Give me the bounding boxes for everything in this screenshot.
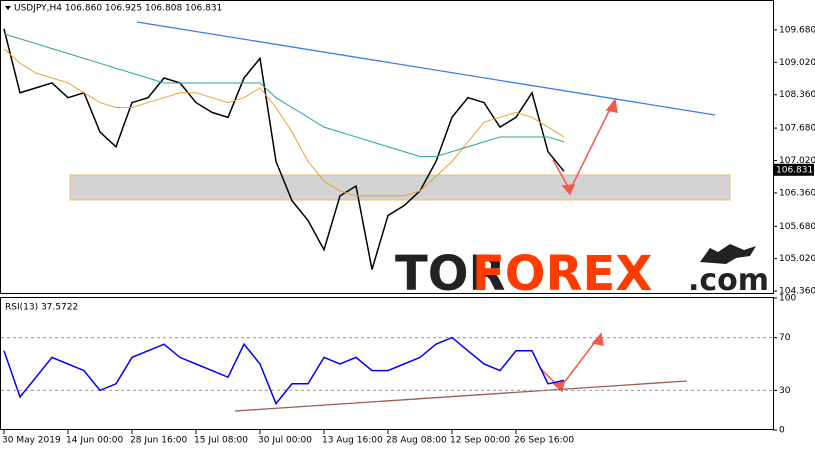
y-tick-label: 109.680 (779, 25, 815, 35)
last-price-box (774, 163, 814, 176)
y-tick-label: 0 (779, 426, 785, 436)
y-tick-label: 109.020 (779, 58, 815, 68)
x-tick-label: 15 Jul 08:00 (194, 436, 248, 446)
last-price-label: 106.831 (776, 165, 813, 175)
rsi-panel (0, 297, 774, 430)
series-line (3, 336, 565, 406)
forecast-arrows (539, 98, 618, 393)
x-tick-label: 30 May 2019 (2, 436, 61, 446)
chart-title: USDJPY,H4 106.860 106.925 106.808 106.83… (14, 4, 222, 14)
rsi-title: RSI(13) 37.5722 (5, 303, 78, 313)
y-tick-label: 105.680 (779, 222, 815, 232)
watermark: TOR FOREX .com (395, 244, 769, 302)
series-line (3, 48, 565, 197)
series-line (3, 33, 565, 158)
x-tick-label: 14 Jun 00:00 (66, 436, 123, 446)
y-tick-label: 107.020 (779, 156, 815, 166)
bull-icon (700, 244, 756, 264)
x-tick-label: 13 Aug 16:00 (322, 436, 383, 446)
menu-icon (5, 6, 11, 10)
y-tick-label: 70 (779, 333, 791, 343)
x-tick-label: 12 Sep 00:00 (450, 436, 510, 446)
y-tick-label: 108.360 (779, 90, 815, 100)
y-tick-label: 105.020 (779, 254, 815, 264)
trend-line (136, 21, 716, 116)
x-tick-label: 28 Jun 16:00 (130, 436, 187, 446)
y-tick-label: 30 (779, 386, 791, 396)
watermark-tor: TOR (395, 246, 506, 302)
series-line (3, 28, 565, 270)
y-tick-label: 100 (779, 294, 796, 304)
x-tick-label: 28 Aug 08:00 (386, 436, 447, 446)
rsi-trend-line (234, 380, 688, 412)
y-tick-label: 104.360 (779, 287, 815, 297)
y-tick-label: 107.680 (779, 124, 815, 134)
x-tick-label: 30 Jul 00:00 (258, 436, 312, 446)
x-tick-label: 26 Sep 16:00 (514, 436, 574, 446)
watermark-forex: FOREX (472, 246, 652, 302)
price-panel (0, 0, 774, 294)
y-tick-label: 106.360 (779, 188, 815, 198)
watermark-domain: .com (688, 263, 769, 298)
